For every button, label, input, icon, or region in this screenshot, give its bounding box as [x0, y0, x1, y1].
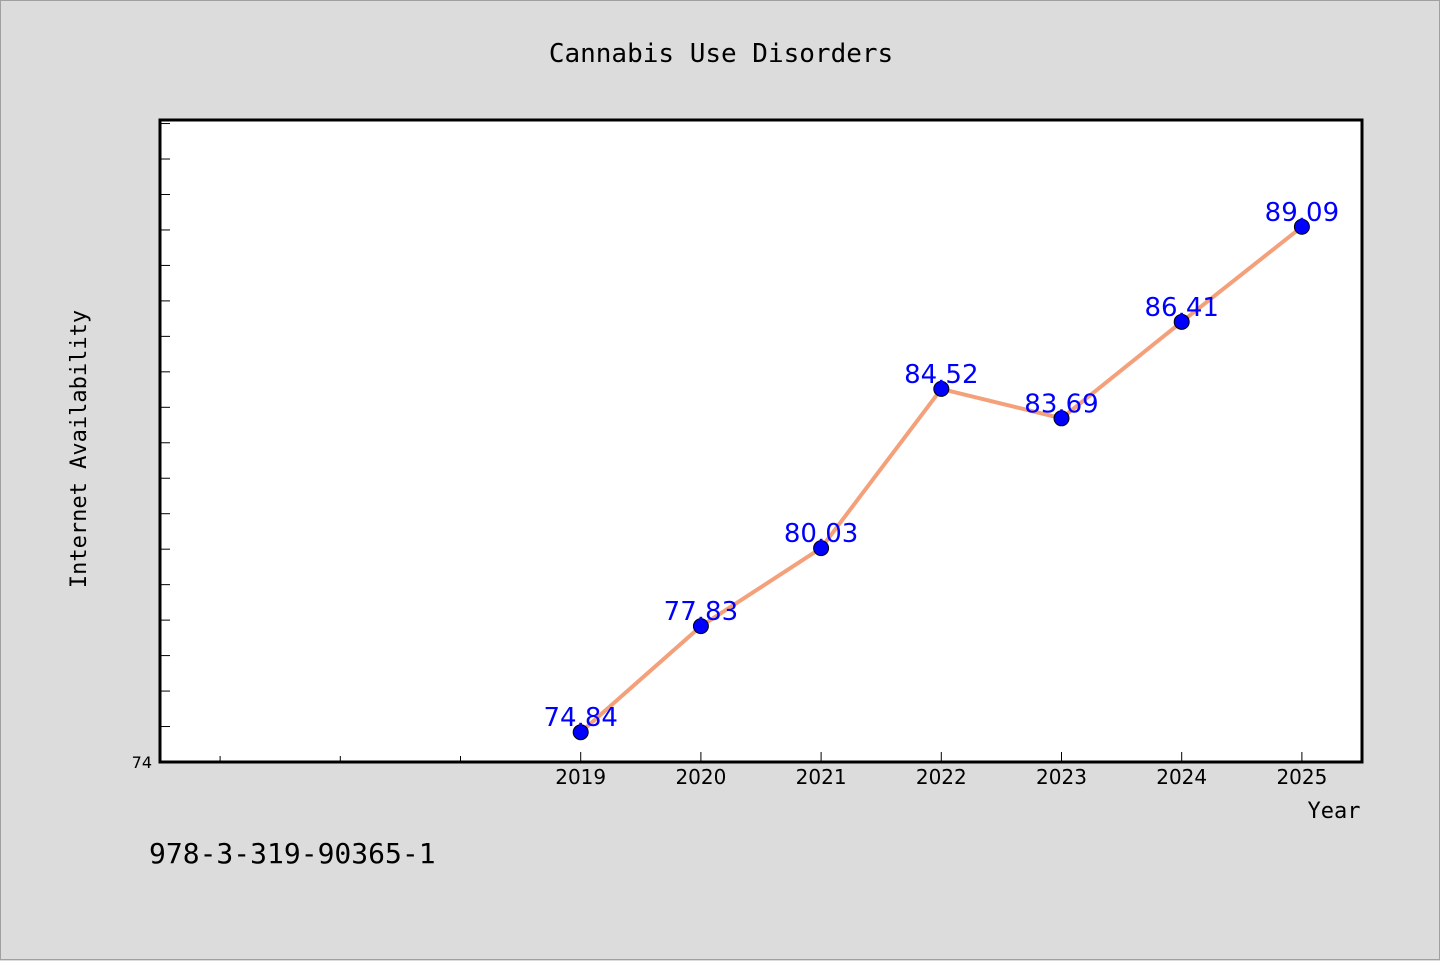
data-point — [1053, 410, 1070, 427]
x-tick-label: 2024 — [1156, 765, 1207, 789]
footer-code: 978-3-319-90365-1 — [149, 837, 436, 870]
x-tick-label: 2022 — [916, 765, 967, 789]
y-tick-labels: 74 — [132, 753, 152, 772]
x-tick-label: 2023 — [1036, 765, 1087, 789]
data-point — [813, 540, 830, 557]
x-tick-label: 2020 — [675, 765, 726, 789]
data-label: 86.41 — [1144, 293, 1218, 323]
chart-title: Cannabis Use Disorders — [549, 39, 893, 69]
x-tick-labels: 2019 2020 2021 2022 2023 2024 2025 — [555, 765, 1327, 789]
data-label: 80.03 — [784, 519, 858, 549]
x-axis-label: Year — [1308, 799, 1361, 824]
x-tick-label: 2019 — [555, 765, 606, 789]
data-points — [572, 218, 1310, 741]
plot-area — [158, 118, 1364, 764]
data-point — [1173, 313, 1190, 330]
data-label: 74.84 — [543, 703, 617, 733]
data-point — [572, 724, 589, 741]
data-label: 77.83 — [664, 597, 738, 627]
data-labels: 74.84 77.83 80.03 84.52 83.69 86.41 89.09 — [543, 198, 1339, 733]
axis-ticks — [160, 123, 1303, 762]
data-point — [1293, 218, 1310, 235]
data-label: 89.09 — [1265, 198, 1339, 228]
data-point — [933, 380, 950, 397]
y-axis-label: Internet Availability — [67, 310, 92, 588]
x-tick-label: 2021 — [796, 765, 847, 789]
data-point — [692, 618, 709, 635]
data-label: 83.69 — [1024, 389, 1098, 419]
data-label: 84.52 — [904, 360, 978, 390]
x-tick-label: 2025 — [1276, 765, 1327, 789]
y-tick-label: 74 — [132, 753, 152, 772]
